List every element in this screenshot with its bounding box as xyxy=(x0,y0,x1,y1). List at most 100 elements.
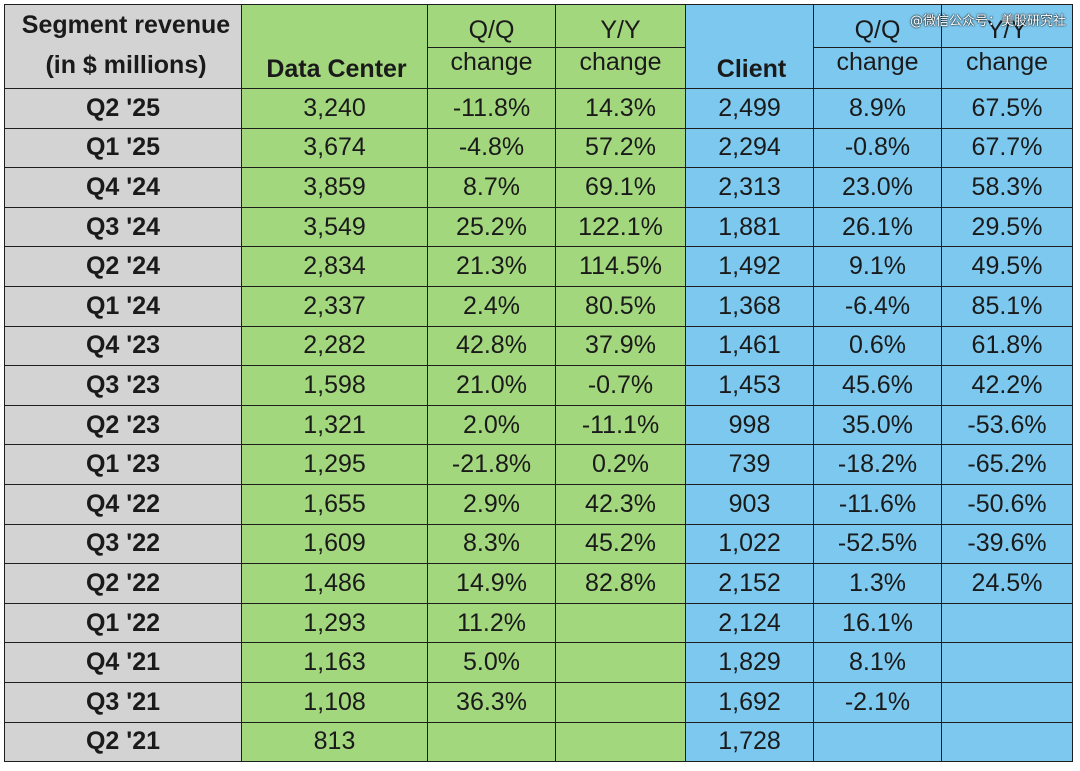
data-center-value: 3,240 xyxy=(241,88,428,129)
client-yy-change xyxy=(941,721,1073,763)
table-row: Q3 '23 1,598 21.0% -0.7% 1,453 45.6% 42.2% xyxy=(4,365,1073,406)
client-value: 2,294 xyxy=(685,127,814,169)
header-cl-yy-change: change xyxy=(941,47,1073,89)
data-center-yy-change: 122.1% xyxy=(555,206,686,248)
segment-revenue-table: Segment revenue (in $ millions) Data Cen… xyxy=(4,4,1073,763)
table-row: Q2 '21 813 1,728 xyxy=(4,721,1073,763)
data-center-value: 813 xyxy=(241,721,428,763)
data-center-qq-change: 8.7% xyxy=(427,167,556,208)
table-row: Q1 '24 2,337 2.4% 80.5% 1,368 -6.4% 85.1% xyxy=(4,285,1073,327)
data-center-value: 1,163 xyxy=(241,642,428,683)
quarter-cell: Q1 '24 xyxy=(4,285,242,327)
quarter-cell: Q3 '21 xyxy=(4,681,242,723)
table-row: Q4 '24 3,859 8.7% 69.1% 2,313 23.0% 58.3% xyxy=(4,167,1073,208)
client-yy-change xyxy=(941,602,1073,644)
client-qq-change: 35.0% xyxy=(813,404,942,446)
data-center-qq-change: 2.0% xyxy=(427,404,556,446)
client-yy-change: 85.1% xyxy=(941,285,1073,327)
data-center-yy-change: 57.2% xyxy=(555,127,686,169)
client-qq-change: 23.0% xyxy=(813,167,942,208)
client-qq-change: -52.5% xyxy=(813,523,942,565)
data-center-value: 1,321 xyxy=(241,404,428,446)
data-center-value: 3,549 xyxy=(241,206,428,248)
table-row: Q3 '22 1,609 8.3% 45.2% 1,022 -52.5% -39.6% xyxy=(4,523,1073,565)
data-center-yy-change: 69.1% xyxy=(555,167,686,208)
client-value: 903 xyxy=(685,483,814,525)
client-qq-change: 26.1% xyxy=(813,206,942,248)
client-value: 739 xyxy=(685,444,814,485)
data-center-value: 2,337 xyxy=(241,285,428,327)
quarter-cell: Q2 '23 xyxy=(4,404,242,446)
client-qq-change xyxy=(813,721,942,763)
client-qq-change: -11.6% xyxy=(813,483,942,525)
client-yy-change: 67.7% xyxy=(941,127,1073,169)
client-value: 1,453 xyxy=(685,365,814,406)
header-client: Client xyxy=(685,4,814,89)
client-value: 1,881 xyxy=(685,206,814,248)
client-value: 998 xyxy=(685,404,814,446)
data-center-value: 1,609 xyxy=(241,523,428,565)
watermark: @微信公众号：美股研究社 xyxy=(910,14,1067,29)
data-center-value: 3,674 xyxy=(241,127,428,169)
client-yy-change: -50.6% xyxy=(941,483,1073,525)
quarter-cell: Q4 '23 xyxy=(4,325,242,367)
client-value: 1,692 xyxy=(685,681,814,723)
client-yy-change: -39.6% xyxy=(941,523,1073,565)
header-dc-qq-change: change xyxy=(427,47,556,89)
data-center-yy-change: 82.8% xyxy=(555,563,686,604)
client-qq-change: 45.6% xyxy=(813,365,942,406)
data-center-qq-change: 36.3% xyxy=(427,681,556,723)
data-center-qq-change xyxy=(427,721,556,763)
data-center-value: 2,282 xyxy=(241,325,428,367)
data-center-qq-change: 5.0% xyxy=(427,642,556,683)
data-center-qq-change: 8.3% xyxy=(427,523,556,565)
table-row: Q2 '23 1,321 2.0% -11.1% 998 35.0% -53.6% xyxy=(4,404,1073,446)
data-center-value: 1,295 xyxy=(241,444,428,485)
header-row-1: Segment revenue (in $ millions) Data Cen… xyxy=(4,4,1073,89)
data-center-value: 2,834 xyxy=(241,246,428,287)
data-center-qq-change: -11.8% xyxy=(427,88,556,129)
table-row: Q2 '25 3,240 -11.8% 14.3% 2,499 8.9% 67.5% xyxy=(4,88,1073,129)
data-center-qq-change: 2.4% xyxy=(427,285,556,327)
table-row: Q3 '21 1,108 36.3% 1,692 -2.1% xyxy=(4,681,1073,723)
quarter-cell: Q2 '25 xyxy=(4,88,242,129)
table-row: Q2 '22 1,486 14.9% 82.8% 2,152 1.3% 24.5% xyxy=(4,563,1073,604)
header-dc-yy: Y/Y xyxy=(555,4,686,48)
header-dc-yy-change: change xyxy=(555,47,686,89)
client-qq-change: -0.8% xyxy=(813,127,942,169)
header-label-line2: (in $ millions) xyxy=(45,51,207,79)
data-center-yy-change xyxy=(555,681,686,723)
client-yy-change xyxy=(941,681,1073,723)
client-value: 1,492 xyxy=(685,246,814,287)
header-label-cell: Segment revenue (in $ millions) xyxy=(4,4,242,89)
client-value: 2,499 xyxy=(685,88,814,129)
header-label-line1: Segment revenue xyxy=(21,11,231,39)
client-value: 2,124 xyxy=(685,602,814,644)
header-row-2: change change change change xyxy=(5,47,1073,89)
data-center-value: 1,293 xyxy=(241,602,428,644)
data-center-yy-change: 42.3% xyxy=(555,483,686,525)
data-center-yy-change: -11.1% xyxy=(555,404,686,446)
table-row: Q4 '22 1,655 2.9% 42.3% 903 -11.6% -50.6% xyxy=(4,483,1073,525)
client-yy-change: 29.5% xyxy=(941,206,1073,248)
client-value: 1,829 xyxy=(685,642,814,683)
data-center-yy-change: 0.2% xyxy=(555,444,686,485)
quarter-cell: Q3 '22 xyxy=(4,523,242,565)
table-row: Q4 '23 2,282 42.8% 37.9% 1,461 0.6% 61.8% xyxy=(4,325,1073,367)
data-center-yy-change: 114.5% xyxy=(555,246,686,287)
quarter-cell: Q4 '22 xyxy=(4,483,242,525)
table-row: Q3 '24 3,549 25.2% 122.1% 1,881 26.1% 29.5% xyxy=(4,206,1073,248)
client-qq-change: 16.1% xyxy=(813,602,942,644)
table-row: Q1 '25 3,674 -4.8% 57.2% 2,294 -0.8% 67.7% xyxy=(4,127,1073,169)
data-center-yy-change: 37.9% xyxy=(555,325,686,367)
table-row: Q1 '22 1,293 11.2% 2,124 16.1% xyxy=(4,602,1073,644)
client-qq-change: 8.1% xyxy=(813,642,942,683)
data-center-value: 1,598 xyxy=(241,365,428,406)
data-center-yy-change: -0.7% xyxy=(555,365,686,406)
header-cl-yy: Y/Y xyxy=(941,4,1073,48)
quarter-cell: Q1 '25 xyxy=(4,127,242,169)
quarter-cell: Q2 '21 xyxy=(4,721,242,763)
quarter-cell: Q2 '22 xyxy=(4,563,242,604)
data-center-qq-change: -21.8% xyxy=(427,444,556,485)
data-center-yy-change: 45.2% xyxy=(555,523,686,565)
